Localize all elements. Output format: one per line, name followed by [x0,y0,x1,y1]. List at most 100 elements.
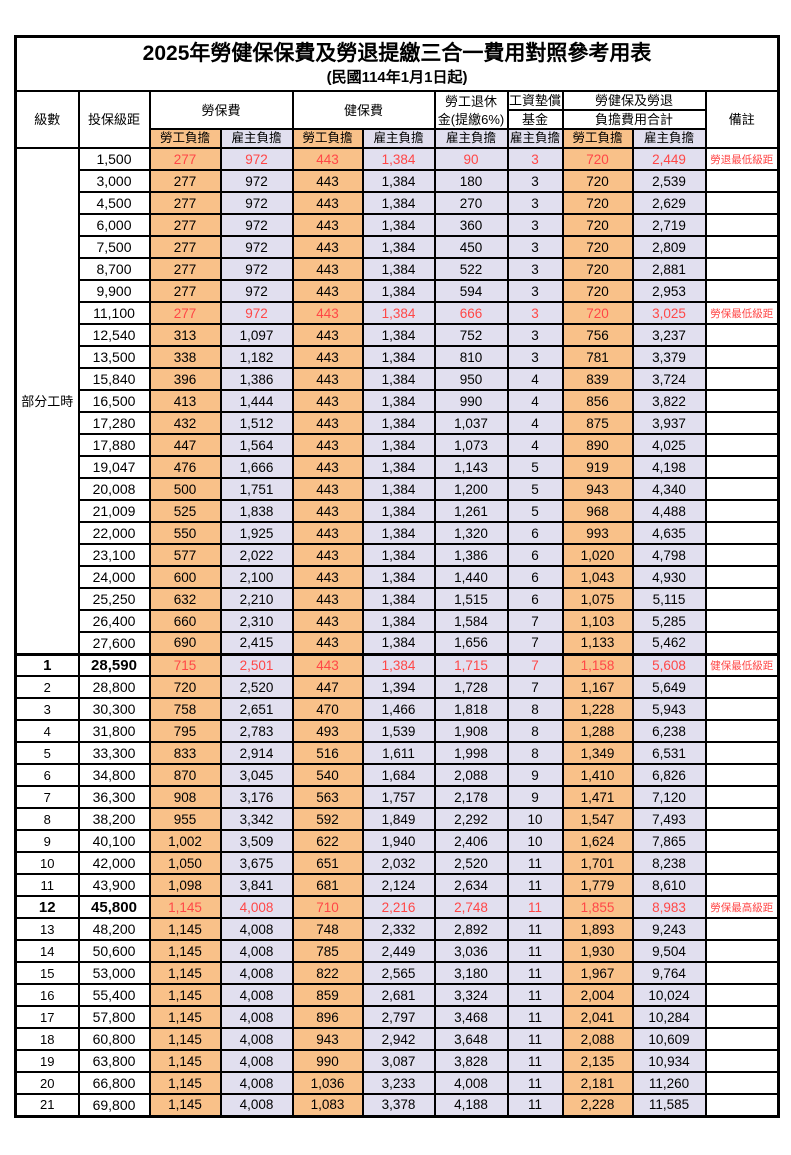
total-employee-cell: 1,930 [561,939,634,963]
total-employer-cell: 6,826 [631,763,707,787]
total-employer-cell: 9,764 [631,961,707,985]
fund-employer-cell: 3 [506,257,564,281]
total-employee-cell: 1,410 [561,763,634,787]
note-cell [704,191,780,215]
health-employer-cell: 1,384 [361,521,436,545]
fund-employer-cell: 10 [506,807,564,831]
table-row: 5 33,300 833 2,914 516 1,611 1,998 8 1,349 6,531 [14,741,780,765]
total-employee-cell: 1,228 [561,697,634,721]
health-employee-cell: 681 [291,873,364,897]
labor-employer-cell: 3,675 [219,851,294,875]
salary-bracket-cell: 53,000 [77,961,151,985]
labor-employee-cell: 338 [148,345,222,369]
total-employer-cell: 10,934 [631,1049,707,1073]
health-employer-cell: 1,384 [361,565,436,589]
total-employer-cell: 4,025 [631,433,707,457]
table-row: 7 36,300 908 3,176 563 1,757 2,178 9 1,471 7,120 [14,785,780,809]
health-employee-cell: 443 [291,565,364,589]
labor-employee-cell: 277 [148,301,222,325]
note-cell [704,279,780,303]
fund-employer-cell: 5 [506,499,564,523]
labor-employee-cell: 1,145 [148,895,222,919]
labor-employer-cell: 4,008 [219,895,294,919]
table-header: 2025年勞健保保費及勞退提繳三合一費用對照參考用表 (民國114年1月1日起)… [14,35,780,149]
salary-bracket-cell: 42,000 [77,851,151,875]
health-employee-cell: 447 [291,675,364,699]
note-cell [704,807,780,831]
labor-employer-cell: 1,751 [219,477,294,501]
total-employee-cell: 720 [561,147,634,171]
level-cell: 6 [14,763,80,787]
total-employer-cell: 3,379 [631,345,707,369]
salary-bracket-cell: 22,000 [77,521,151,545]
labor-employee-cell: 1,145 [148,1093,222,1117]
labor-employee-cell: 600 [148,565,222,589]
labor-employee-cell: 277 [148,169,222,193]
pension-employer-cell: 2,406 [433,829,509,853]
health-employee-cell: 443 [291,191,364,215]
fund-employer-cell: 9 [506,785,564,809]
health-employer-cell: 1,849 [361,807,436,831]
labor-employer-cell: 3,176 [219,785,294,809]
fund-employer-cell: 8 [506,741,564,765]
health-employer-cell: 2,124 [361,873,436,897]
labor-employer-cell: 1,925 [219,521,294,545]
labor-employee-cell: 277 [148,279,222,303]
pension-employer-cell: 180 [433,169,509,193]
salary-bracket-cell: 7,500 [77,235,151,259]
table-row: 8,700 277 972 443 1,384 522 3 720 2,881 [16,257,780,281]
health-employer-cell: 1,384 [361,367,436,391]
fund-employer-cell: 3 [506,235,564,259]
total-employee-cell: 1,020 [561,543,634,567]
total-employer-cell: 8,983 [631,895,707,919]
health-employee-cell: 443 [291,411,364,435]
total-employee-cell: 856 [561,389,634,413]
health-employer-cell: 1,384 [361,257,436,281]
total-employee-cell: 720 [561,191,634,215]
table-row: 17,880 447 1,564 443 1,384 1,073 4 890 4,025 [16,433,780,457]
health-employee-cell: 1,083 [291,1093,364,1117]
labor-employee-cell: 313 [148,323,222,347]
total-employee-cell: 2,228 [561,1093,634,1117]
total-employer-cell: 11,260 [631,1071,707,1095]
total-employer-cell: 9,504 [631,939,707,963]
total-employer-cell: 10,284 [631,1005,707,1029]
table-row: 21,009 525 1,838 443 1,384 1,261 5 968 4,488 [16,499,780,523]
salary-bracket-cell: 16,500 [77,389,151,413]
total-employee-cell: 1,043 [561,565,634,589]
pension-employer-cell: 4,188 [433,1093,509,1117]
salary-bracket-cell: 27,600 [77,631,151,655]
health-employer-cell: 1,384 [361,477,436,501]
salary-bracket-cell: 6,000 [77,213,151,237]
health-employee-cell: 563 [291,785,364,809]
note-cell [704,323,780,347]
level-cell: 10 [14,851,80,875]
health-employer-cell: 1,684 [361,763,436,787]
table-row: 3,000 277 972 443 1,384 180 3 720 2,539 [16,169,780,193]
fund-employer-cell: 6 [506,587,564,611]
health-employee-cell: 748 [291,917,364,941]
health-employee-cell: 443 [291,345,364,369]
level-cell: 18 [14,1027,80,1051]
pension-employer-cell: 2,178 [433,785,509,809]
total-employer-cell: 4,798 [631,543,707,567]
salary-bracket-cell: 15,840 [77,367,151,391]
col-header-total-line2: 負擔費用合計 [561,109,707,130]
fund-employer-cell: 9 [506,763,564,787]
labor-employee-cell: 277 [148,235,222,259]
table-row: 14 50,600 1,145 4,008 785 2,449 3,036 11 1,930 9,… [14,939,780,963]
salary-bracket-cell: 60,800 [77,1027,151,1051]
total-employer-cell: 10,609 [631,1027,707,1051]
note-cell [704,1049,780,1073]
health-employee-cell: 493 [291,719,364,743]
col-header-level: 級數 [14,90,80,149]
pension-employer-cell: 522 [433,257,509,281]
salary-bracket-cell: 23,100 [77,543,151,567]
salary-bracket-cell: 50,600 [77,939,151,963]
total-employee-cell: 875 [561,411,634,435]
labor-employee-cell: 1,050 [148,851,222,875]
table-body: 部分工時 1,500 277 972 443 1,384 90 3 720 2,449 勞退最低級距… [14,147,780,1117]
labor-employer-cell: 3,045 [219,763,294,787]
premium-reference-table: 2025年勞健保保費及勞退提繳三合一費用對照參考用表 (民國114年1月1日起)… [14,35,781,1118]
total-employer-cell: 10,024 [631,983,707,1007]
